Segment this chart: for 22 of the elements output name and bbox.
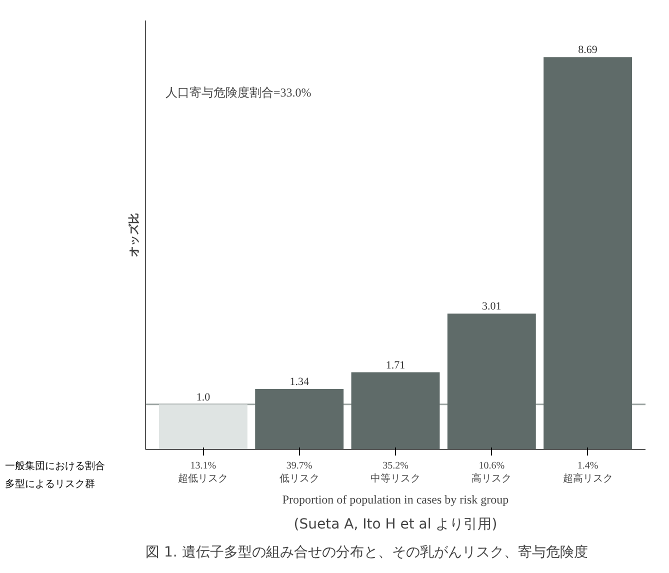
- text: 多型によるリスク群: [5, 478, 96, 492]
- data-label: 8.69: [578, 44, 598, 56]
- bar: [544, 57, 632, 450]
- data-label: 1.0: [196, 391, 211, 404]
- text: 一般集団における割合: [5, 460, 105, 474]
- y-axis-title: オッズ比: [128, 213, 140, 257]
- data-label: 3.01: [482, 300, 502, 313]
- x-tick-label: 13.1% 超低リスク: [178, 460, 228, 485]
- x-tick-label: 10.6% 高リスク: [472, 460, 512, 485]
- annotation: 人口寄与危険度割合=33.0%: [166, 86, 312, 100]
- data-label: 1.34: [290, 376, 310, 388]
- x-tick-label: 39.7% 低リスク: [279, 460, 320, 485]
- text: 図 1. 遺伝子多型の組み合せの分布と、その乳がんリスク、寄与危険度: [146, 544, 588, 560]
- x-axis-title: Proportion of population in cases by risk group: [282, 492, 509, 507]
- text: (Sueta A, Ito H et al より引用): [294, 516, 498, 532]
- bar: [447, 314, 536, 450]
- bar: [158, 404, 248, 450]
- x-tick-label: 35.2% 中等リスク: [370, 460, 420, 485]
- bar: [351, 372, 440, 450]
- data-label: 1.71: [386, 359, 406, 372]
- bar: [255, 388, 344, 450]
- x-tick-label: 1.4% 超高リスク: [562, 460, 613, 485]
